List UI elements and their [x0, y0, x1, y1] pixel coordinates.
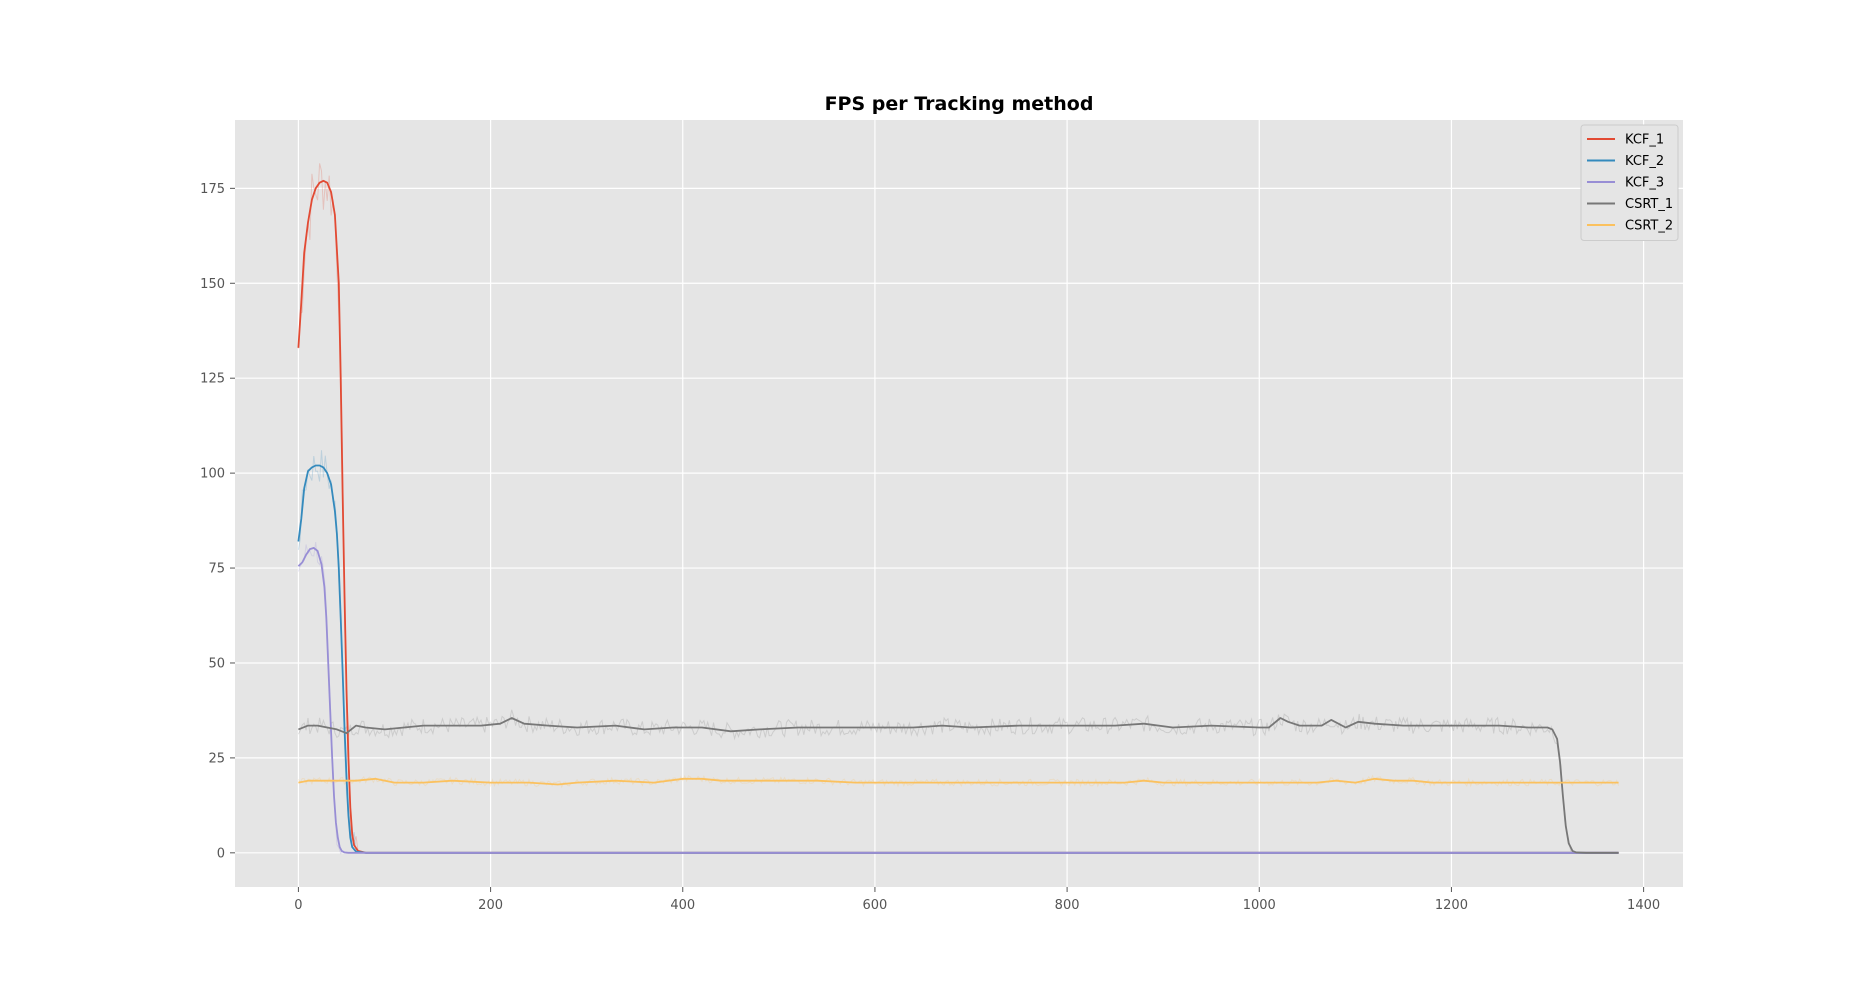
grid-lines — [235, 120, 1683, 887]
legend: KCF_1 KCF_2 KCF_3 CSRT_1 CSRT_2 — [1580, 124, 1679, 241]
y-tick-label: 50 — [208, 656, 225, 671]
x-tick-label: 1200 — [1435, 898, 1468, 913]
plot-area — [235, 120, 1683, 887]
legend-label: CSRT_1 — [1625, 197, 1673, 212]
x-tick-label: 0 — [294, 898, 302, 913]
legend-label: KCF_1 — [1625, 133, 1664, 148]
y-tick-label: 175 — [200, 182, 225, 197]
series-line-CSRT_2 — [298, 777, 1619, 786]
legend-label: CSRT_2 — [1625, 219, 1673, 234]
series-line-KCF_3 — [297, 547, 1619, 854]
x-tick-label: 400 — [670, 898, 695, 913]
y-tick-label: 75 — [208, 562, 225, 577]
x-tick-label: 600 — [863, 898, 888, 913]
x-tick-label: 1000 — [1243, 898, 1276, 913]
chart-title: FPS per Tracking method — [825, 93, 1094, 115]
raw-series-CSRT_1 — [297, 709, 1619, 854]
y-axis-ticks: 0 25 50 75 100 125 150 175 — [200, 182, 235, 861]
series-line-CSRT_1 — [298, 717, 1619, 854]
y-tick-label: 100 — [200, 467, 225, 482]
x-axis-ticks: 0 200 400 600 800 1000 1200 1400 — [294, 887, 1660, 913]
legend-label: KCF_3 — [1625, 176, 1664, 191]
x-tick-label: 1400 — [1627, 898, 1660, 913]
y-tick-label: 150 — [200, 277, 225, 292]
x-tick-label: 800 — [1055, 898, 1080, 913]
raw-series-CSRT_2 — [297, 774, 1620, 789]
x-tick-label: 200 — [478, 898, 503, 913]
y-tick-label: 0 — [217, 846, 225, 861]
y-tick-label: 25 — [208, 751, 225, 766]
legend-frame — [1580, 124, 1679, 241]
y-tick-label: 125 — [200, 372, 225, 387]
legend-label: KCF_2 — [1625, 154, 1664, 169]
series-layer — [297, 179, 1619, 854]
